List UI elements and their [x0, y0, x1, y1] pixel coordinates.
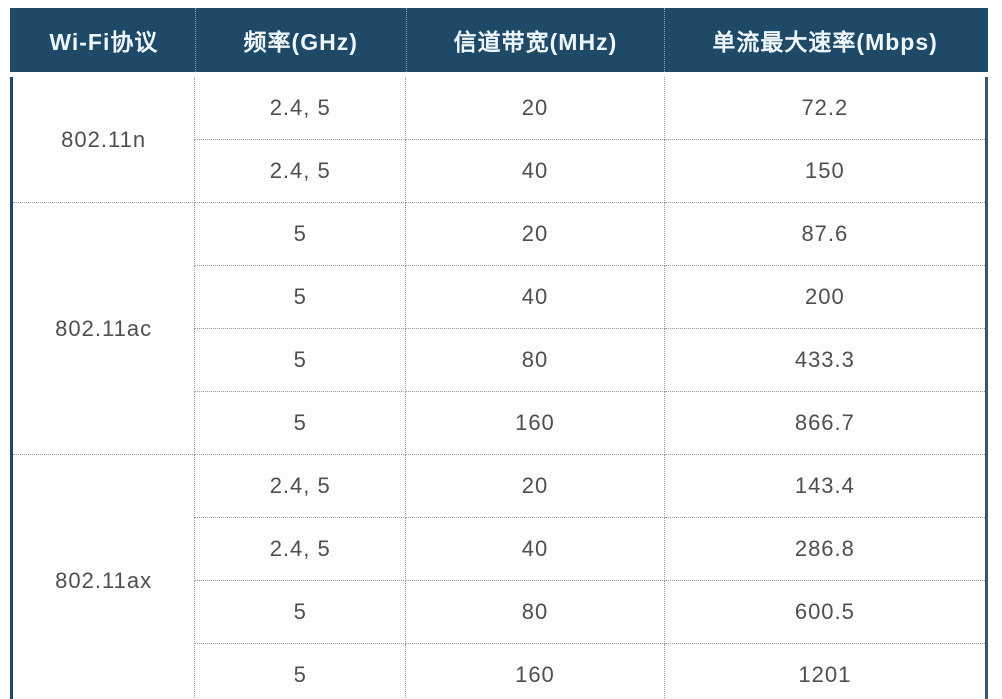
wifi-spec-table: Wi-Fi协议 频率(GHz) 信道带宽(MHz) 单流最大速率(Mbps) 8… — [10, 8, 988, 699]
table-row: 2.4, 5 40 150 — [13, 139, 985, 203]
bandwidth-cell: 40 — [405, 139, 665, 203]
table-row: 802.11ac 5 20 87.6 — [13, 202, 985, 455]
freq-cell: 5 — [194, 580, 407, 644]
protocol-cell: 802.11ax — [13, 454, 196, 699]
data-table: 802.11n 2.4, 5 20 72.2 2.4, 5 40 150 802.11ac 5 2… — [13, 77, 985, 699]
table-header-row: Wi-Fi协议 频率(GHz) 信道带宽(MHz) 单流最大速率(Mbps) — [10, 8, 988, 72]
bandwidth-cell: 160 — [405, 643, 665, 699]
bandwidth-cell: 40 — [405, 265, 665, 329]
bandwidth-cell: 20 — [405, 202, 665, 266]
rate-cell: 866.7 — [663, 391, 985, 455]
column-header-frequency: 频率(GHz) — [194, 8, 406, 72]
table-rows: 802.11n 2.4, 5 20 72.2 2.4, 5 40 150 802.11ac 5 2… — [13, 77, 985, 699]
rate-cell: 433.3 — [663, 328, 985, 392]
freq-cell: 2.4, 5 — [194, 454, 407, 518]
bandwidth-cell: 80 — [405, 580, 665, 644]
table-row: 5 160 1201 — [13, 643, 985, 699]
freq-cell: 5 — [194, 328, 407, 392]
freq-cell: 5 — [194, 265, 407, 329]
rate-cell: 72.2 — [663, 77, 985, 140]
freq-cell: 2.4, 5 — [194, 139, 407, 203]
header-body-divider — [10, 72, 988, 77]
bandwidth-cell: 160 — [405, 391, 665, 455]
table-row: 802.11ax 2.4, 5 20 143.4 — [13, 454, 985, 699]
rate-cell: 143.4 — [663, 454, 985, 518]
table-row: 5 80 433.3 — [13, 328, 985, 392]
protocol-cell: 802.11ac — [13, 202, 196, 455]
column-header-bandwidth: 信道带宽(MHz) — [405, 8, 665, 72]
freq-cell: 5 — [194, 643, 407, 699]
freq-cell: 5 — [194, 391, 407, 455]
rate-cell: 87.6 — [663, 202, 985, 266]
rate-cell: 150 — [663, 139, 985, 203]
freq-cell: 5 — [194, 202, 407, 266]
table-body: 802.11n 2.4, 5 20 72.2 2.4, 5 40 150 802.11ac 5 2… — [10, 77, 988, 699]
column-header-max-rate: 单流最大速率(Mbps) — [664, 8, 985, 72]
table-row: 2.4, 5 40 286.8 — [13, 517, 985, 581]
bandwidth-cell: 20 — [405, 77, 665, 140]
rate-cell: 200 — [663, 265, 985, 329]
rate-cell: 1201 — [663, 643, 985, 699]
bandwidth-cell: 80 — [405, 328, 665, 392]
bandwidth-cell: 20 — [405, 454, 665, 518]
freq-cell: 2.4, 5 — [194, 77, 407, 140]
rate-cell: 600.5 — [663, 580, 985, 644]
table-row: 5 80 600.5 — [13, 580, 985, 644]
table-row: 802.11n 2.4, 5 20 72.2 — [13, 77, 985, 203]
bandwidth-cell: 40 — [405, 517, 665, 581]
rate-cell: 286.8 — [663, 517, 985, 581]
table-row: 5 160 866.7 — [13, 391, 985, 455]
protocol-cell: 802.11n — [13, 77, 196, 203]
table-row: 5 40 200 — [13, 265, 985, 329]
freq-cell: 2.4, 5 — [194, 517, 407, 581]
column-header-protocol: Wi-Fi协议 — [49, 29, 159, 55]
